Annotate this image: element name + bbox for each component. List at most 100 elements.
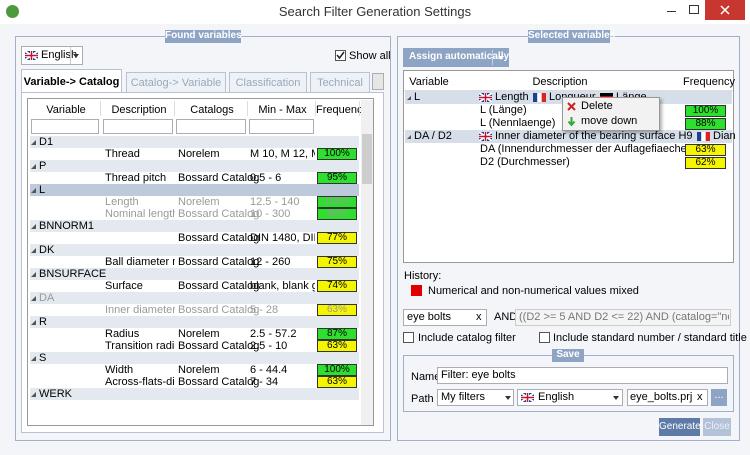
combo-split <box>70 47 71 64</box>
catalog: Bossard Catalog <box>178 256 260 268</box>
tab[interactable]: Variable-> Catalog <box>21 69 122 93</box>
history-color <box>411 285 422 296</box>
column-filter[interactable] <box>249 119 314 134</box>
range: 12 - 260 <box>250 256 291 268</box>
browse[interactable]: ... <box>711 389 727 406</box>
column-filter[interactable] <box>103 119 173 134</box>
catalog: Bossard Catalog <box>178 340 260 352</box>
clear[interactable]: x <box>697 391 703 403</box>
range: M 10, M 12, M... <box>250 148 315 160</box>
group-row[interactable] <box>30 292 359 304</box>
language: English <box>41 49 78 61</box>
range: DIN 1480, DIN ... <box>250 232 315 244</box>
range: 12.5 - 140 <box>250 196 300 208</box>
group-row[interactable] <box>30 244 359 256</box>
history-entry[interactable]: Numerical and non-numerical values mixed <box>428 285 639 297</box>
column-filter[interactable] <box>176 119 246 134</box>
group-row[interactable] <box>30 352 359 364</box>
path-combo[interactable] <box>437 389 514 406</box>
expander <box>31 164 36 169</box>
close-button[interactable] <box>705 0 745 20</box>
file: eye_bolts.prj <box>630 391 693 403</box>
column-divider <box>315 101 316 116</box>
flag <box>520 392 535 403</box>
generate-button[interactable]: Generate <box>659 418 701 436</box>
frequency: 88% <box>685 118 726 130</box>
checkbox[interactable] <box>403 332 414 343</box>
clear[interactable]: x <box>476 311 482 323</box>
language-combo[interactable] <box>21 46 83 65</box>
description: Length <box>495 91 529 103</box>
column-divider <box>247 101 248 116</box>
frequency: 95% <box>317 172 357 184</box>
context-menu <box>562 97 660 131</box>
variable: P <box>39 160 47 172</box>
catalog: Bossard Catalog <box>178 280 260 292</box>
name-label: Name <box>411 371 441 383</box>
flag <box>697 132 710 141</box>
group-row[interactable] <box>30 160 359 172</box>
column-header: Min - Max <box>258 104 307 116</box>
group-row[interactable] <box>30 220 359 232</box>
variable: R <box>39 316 47 328</box>
variable: BNSURFACE <box>39 268 107 280</box>
group-row[interactable] <box>30 268 359 280</box>
group-title: Selected variables <box>528 30 616 43</box>
description: Nominal length <box>105 208 175 220</box>
group-row[interactable] <box>30 316 359 328</box>
variable: DA <box>39 292 55 304</box>
assign-button[interactable]: Assign automatically <box>403 48 509 67</box>
description: Radius <box>105 328 140 340</box>
flag <box>478 131 493 142</box>
frequency: 100% <box>685 105 726 117</box>
minimize-button[interactable] <box>660 0 682 20</box>
variable: L <box>414 91 421 103</box>
expander <box>31 356 36 361</box>
column-divider <box>100 101 101 116</box>
maximize-button[interactable] <box>683 0 705 20</box>
tab[interactable]: Classification <box>229 72 307 92</box>
file-box[interactable] <box>627 389 708 406</box>
tab[interactable]: Technical <box>310 72 370 92</box>
range: blank, blank g... <box>250 280 315 292</box>
checkbox[interactable] <box>539 332 550 343</box>
name-box[interactable] <box>437 367 728 384</box>
variable: DA (Innendurchmesser der Auflagefiaeche … <box>480 143 708 155</box>
close-button[interactable]: Close <box>703 418 731 436</box>
path-label: Path <box>411 393 434 405</box>
variable: BNNORM1 <box>39 220 95 232</box>
frequency: 77% <box>317 232 357 244</box>
frequency: 63% <box>317 340 357 352</box>
expander <box>31 248 36 253</box>
description: Dian <box>713 130 736 142</box>
group-row[interactable] <box>30 136 359 148</box>
search-box[interactable] <box>403 309 487 326</box>
tab[interactable]: Catalog-> Variable <box>126 72 226 92</box>
show-all-label: Show all <box>349 50 391 62</box>
scroll-thumb[interactable] <box>362 134 372 184</box>
range: 2.5 - 10 <box>250 340 288 352</box>
language-combo[interactable] <box>517 389 623 406</box>
description: Thread pitch <box>105 172 167 184</box>
menu-item[interactable]: Delete <box>581 100 613 112</box>
column-header: Variable <box>46 104 86 116</box>
variable: L (Länge) <box>480 104 527 116</box>
expression: ((D2 >= 5 AND D2 <= 22) AND (catalog="no… <box>519 311 729 323</box>
description: Width <box>105 364 134 376</box>
menu-item[interactable]: move down <box>581 115 638 127</box>
variable: L (Nennlaenge) <box>480 117 556 129</box>
include-catalog: Include catalog filter <box>418 332 516 344</box>
description: Across-flats-di... <box>105 376 175 388</box>
frequency: 63% <box>317 376 357 388</box>
checkbox[interactable] <box>335 50 346 61</box>
range: 6 - 44.4 <box>250 364 288 376</box>
column-filter[interactable] <box>31 119 99 134</box>
group-row[interactable] <box>30 388 359 400</box>
expander <box>31 272 36 277</box>
flag <box>24 50 39 61</box>
window-title: Search Filter Generation Settings <box>278 4 472 19</box>
frequency: 63% <box>685 144 726 156</box>
description: Inner diameter of the bearing surface H9 <box>495 130 693 142</box>
group-row[interactable] <box>30 184 359 196</box>
tab-scroll[interactable] <box>372 73 384 90</box>
